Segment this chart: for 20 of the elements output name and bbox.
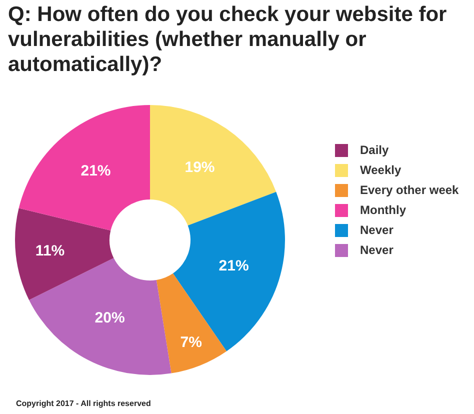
donut-slice: [156, 273, 227, 374]
data-label: 7%: [180, 334, 202, 352]
donut-slice: [18, 105, 150, 230]
data-label: 19%: [184, 159, 215, 176]
donut-slice: [150, 105, 276, 226]
legend-label: Every other week: [360, 183, 459, 197]
legend-label: Daily: [360, 143, 389, 157]
legend-label: Never: [360, 223, 394, 237]
donut-slice: [172, 192, 285, 352]
data-label: 21%: [218, 258, 249, 275]
legend-label: Weekly: [360, 163, 402, 177]
chart-title: Q: How often do you check your website for vulnerabilities (whether manually or automatically)?: [8, 2, 448, 77]
legend-label: Never: [360, 243, 394, 257]
data-label: 21%: [80, 162, 111, 180]
data-label: 20%: [94, 309, 125, 326]
donut-slice: [29, 258, 172, 375]
donut-slice: [15, 208, 114, 300]
data-label: 11%: [35, 242, 65, 260]
text: Copyright 2017 - All rights reserved: [16, 399, 151, 408]
legend-label: Monthly: [360, 203, 406, 217]
